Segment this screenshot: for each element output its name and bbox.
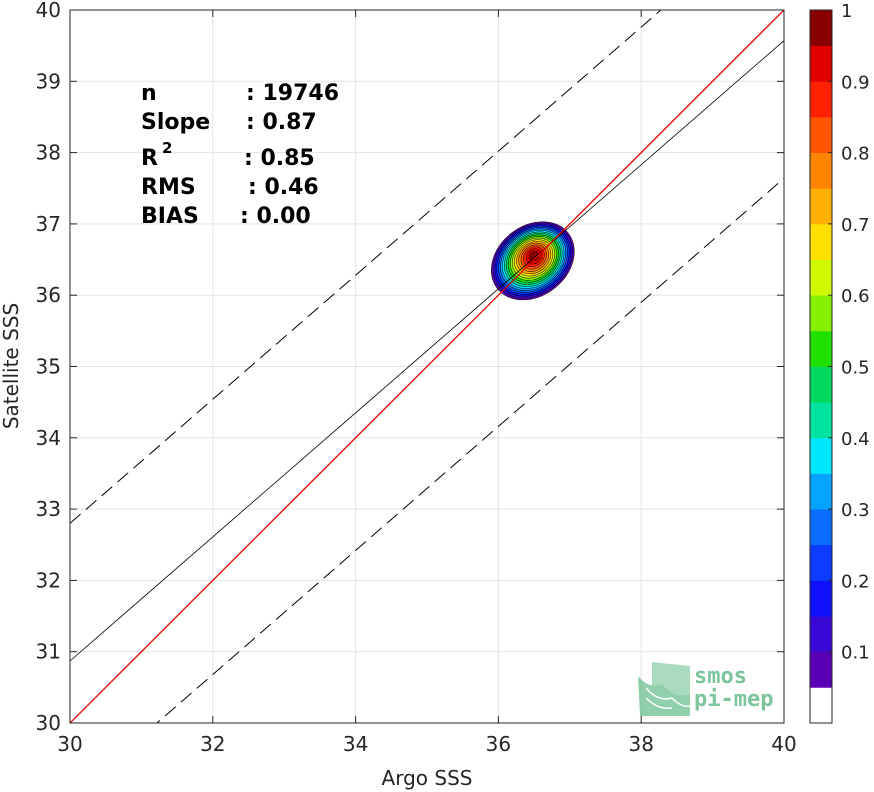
colorbar-tick-label: 0.8: [841, 144, 870, 165]
x-tick-label: 34: [343, 732, 368, 756]
stat-value: : 0.85: [244, 146, 315, 171]
colorbar-segment: [810, 366, 832, 403]
x-axis: 30 32 34 36 38 40: [57, 10, 797, 756]
colorbar-tick-label: 0.5: [841, 358, 870, 379]
y-tick-label: 35: [36, 355, 61, 379]
colorbar-segment: [810, 544, 832, 581]
colorbar-segment: [810, 152, 832, 189]
watermark-line1: smos: [694, 664, 747, 689]
colorbar-segment: [810, 223, 832, 260]
colorbar-segment: [810, 45, 832, 82]
y-tick-label: 39: [36, 69, 61, 93]
y-tick-label: 38: [36, 141, 61, 165]
x-tick-label: 30: [57, 732, 82, 756]
y-axis-label: Satellite SSS: [0, 303, 23, 429]
x-tick-label: 32: [200, 732, 225, 756]
colorbar-segment: [810, 580, 832, 617]
y-tick-label: 33: [36, 497, 61, 521]
identity-line: [70, 10, 784, 723]
colorbar-tick-label: 0.1: [841, 643, 870, 664]
colorbar-segment: [810, 259, 832, 296]
stat-label-superscript: 2: [162, 139, 172, 157]
colorbar-tick-label: 0.6: [841, 286, 870, 307]
stat-value: : 0.46: [248, 175, 319, 200]
watermark-line2: pi-mep: [694, 687, 773, 712]
stat-label: R: [141, 146, 158, 171]
colorbar-tick-label: 1: [841, 1, 852, 22]
colorbar-tick-label: 0.9: [841, 72, 870, 93]
watermark-logo: smos pi-mep: [638, 662, 773, 716]
colorbar-segment: [810, 10, 832, 47]
colorbar-tick-label: 0.3: [841, 500, 870, 521]
y-tick-label: 36: [36, 283, 61, 307]
colorbar: 0.1 0.2 0.3 0.4 0.5 0.6 0.7 0.8 0.9 1: [809, 1, 870, 724]
colorbar-segment: [810, 509, 832, 546]
y-tick-label: 30: [36, 711, 61, 735]
colorbar-segment: [810, 402, 832, 439]
density-contour-level: [529, 251, 540, 261]
fit-line: [70, 40, 784, 662]
colorbar-segment: [810, 295, 832, 332]
colorbar-segment: [810, 651, 832, 688]
y-axis: 30 31 32 33 34 35 36 37 38 39 40: [36, 0, 784, 735]
stat-label: BIAS: [141, 204, 199, 229]
x-axis-label: Argo SSS: [382, 766, 473, 790]
colorbar-segment: [810, 330, 832, 367]
y-tick-label: 37: [36, 212, 61, 236]
y-tick-label: 32: [36, 568, 61, 592]
lower-envelope-line: [156, 177, 784, 723]
x-tick-label: 40: [771, 732, 796, 756]
colorbar-segment: [810, 616, 832, 653]
stat-label: RMS: [141, 175, 196, 200]
y-tick-label: 40: [36, 0, 61, 22]
y-tick-label: 31: [36, 640, 61, 664]
stat-label: Slope: [141, 110, 210, 135]
y-tick-label: 34: [36, 426, 61, 450]
colorbar-segment: [810, 81, 832, 118]
colorbar-segment: [810, 687, 832, 724]
stat-value: : 19746: [246, 81, 339, 106]
colorbar-segment: [810, 116, 832, 153]
x-tick-label: 36: [486, 732, 511, 756]
stat-value: : 0.00: [240, 204, 311, 229]
pimep-logo-icon: [638, 662, 691, 716]
colorbar-segment: [810, 188, 832, 225]
stats-box: n : 19746 Slope : 0.87 R 2 : 0.85 RMS : 0.46 BIAS…: [141, 81, 339, 229]
colorbar-segment: [810, 437, 832, 474]
colorbar-tick-label: 0.4: [841, 429, 870, 450]
regression-lines: [70, 10, 784, 723]
colorbar-segment: [810, 473, 832, 510]
upper-envelope-line: [70, 10, 662, 524]
stat-value: : 0.87: [246, 110, 317, 135]
colorbar-tick-label: 0.7: [841, 215, 870, 236]
colorbar-tick-label: 0.2: [841, 571, 870, 592]
stat-label: n: [141, 81, 157, 106]
x-tick-label: 38: [628, 732, 653, 756]
